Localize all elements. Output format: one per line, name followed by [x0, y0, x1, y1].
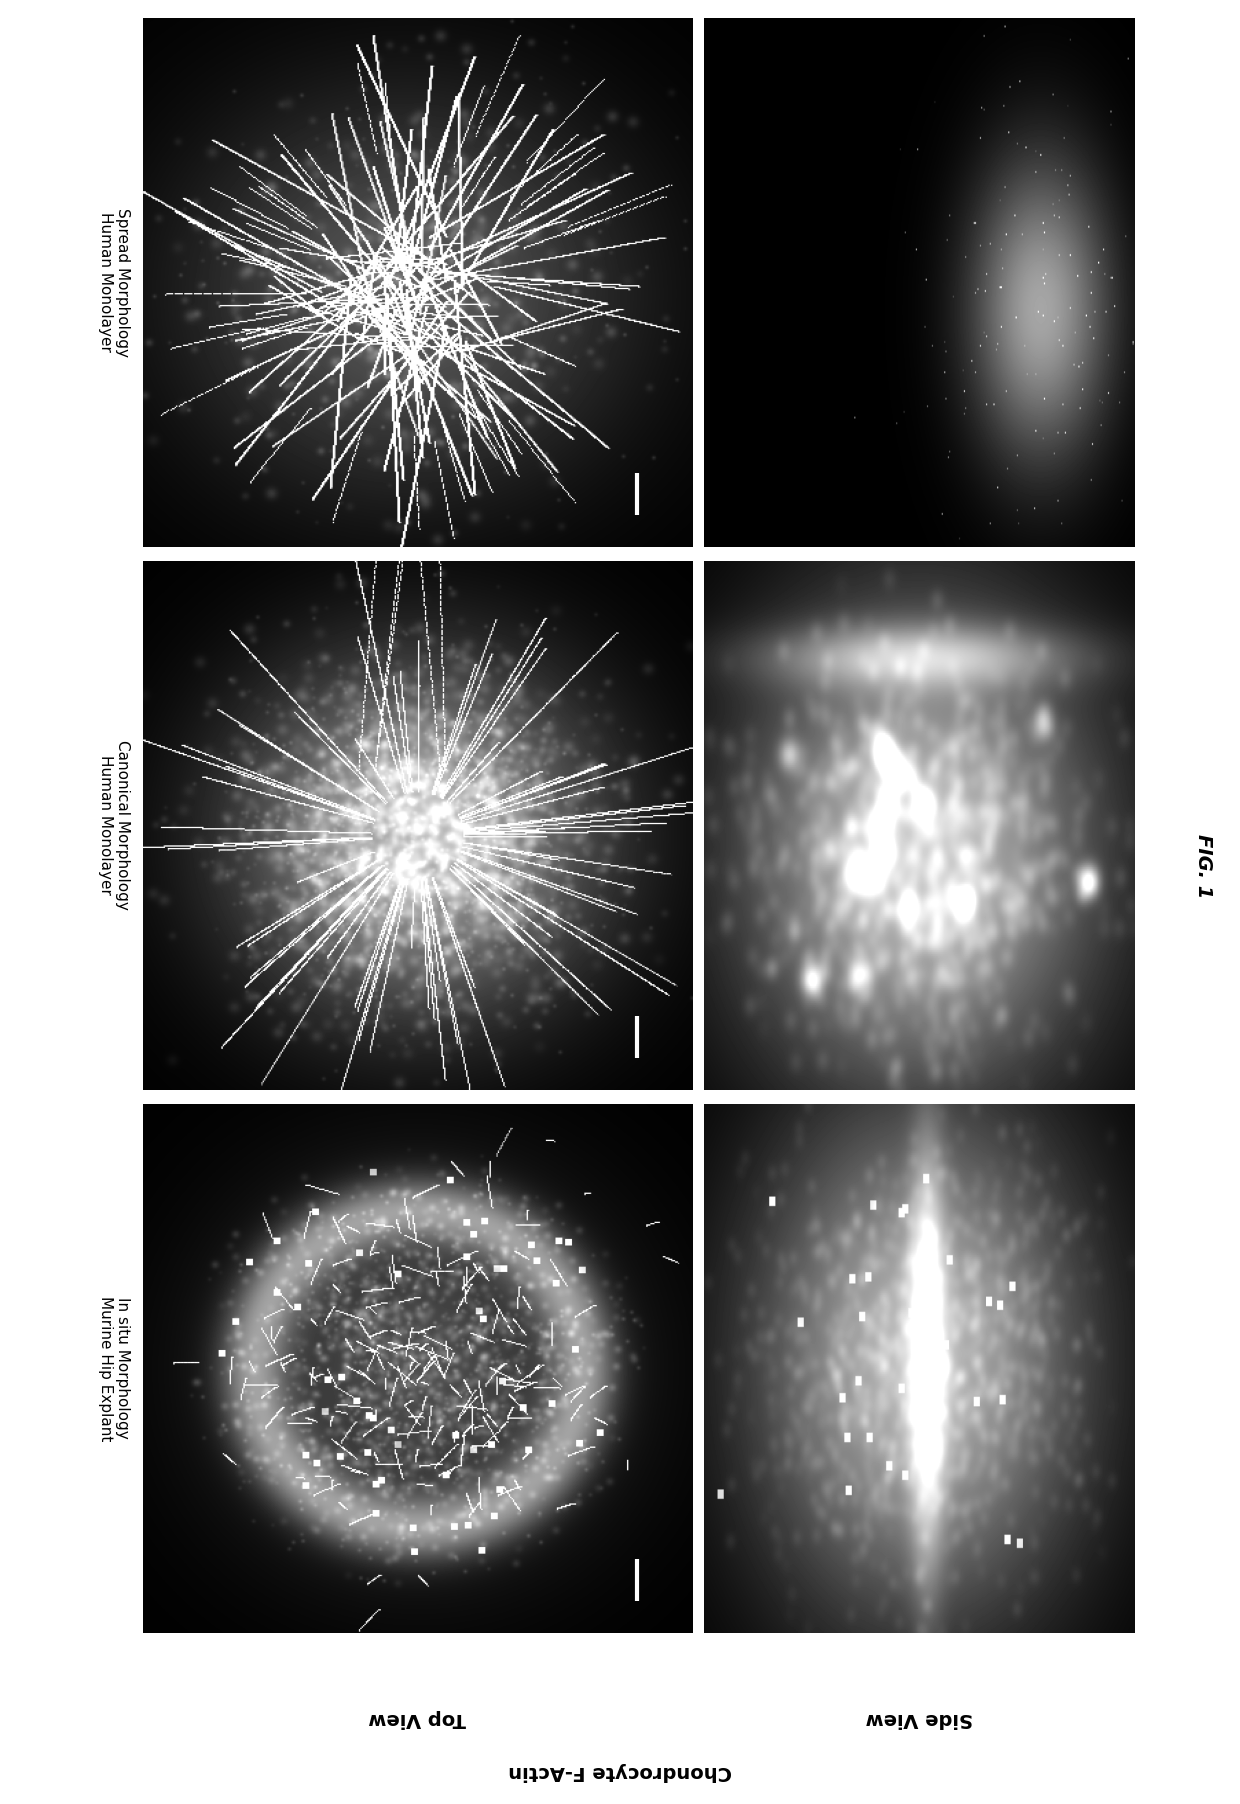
Text: In situ Morphology
Murine Hip Explant: In situ Morphology Murine Hip Explant — [98, 1295, 130, 1441]
Text: Side View: Side View — [866, 1708, 973, 1728]
Text: Top View: Top View — [368, 1708, 466, 1728]
Text: Chondrocyte F-Actin: Chondrocyte F-Actin — [508, 1763, 732, 1781]
Text: Canonical Morphology
Human Monolayer: Canonical Morphology Human Monolayer — [98, 740, 130, 911]
Text: FIG. 1: FIG. 1 — [1194, 833, 1213, 898]
Text: Spread Morphology
Human Monolayer: Spread Morphology Human Monolayer — [98, 207, 130, 357]
